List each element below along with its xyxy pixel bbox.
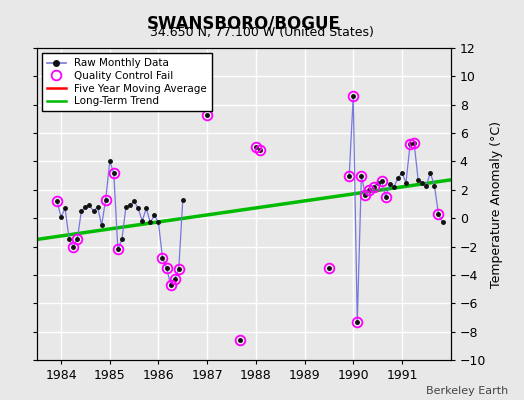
Y-axis label: Temperature Anomaly (°C): Temperature Anomaly (°C) bbox=[490, 120, 503, 288]
Text: 34.650 N, 77.100 W (United States): 34.650 N, 77.100 W (United States) bbox=[150, 26, 374, 39]
Legend: Raw Monthly Data, Quality Control Fail, Five Year Moving Average, Long-Term Tren: Raw Monthly Data, Quality Control Fail, … bbox=[42, 53, 212, 112]
Text: Berkeley Earth: Berkeley Earth bbox=[426, 386, 508, 396]
Title: SWANSBORO/BOGUE: SWANSBORO/BOGUE bbox=[147, 14, 341, 32]
